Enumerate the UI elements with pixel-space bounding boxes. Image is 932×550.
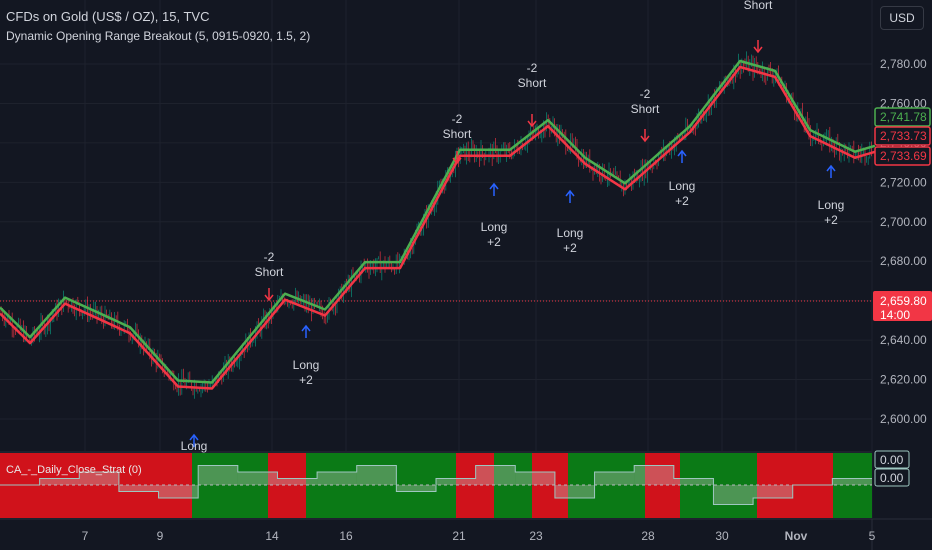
y-tick-label: 2,720.00 xyxy=(880,175,927,189)
histogram-step xyxy=(237,472,278,485)
series-price-label: 2,741.78 xyxy=(874,107,931,127)
histogram-step xyxy=(118,485,159,492)
series-price-value: 2,733.69 xyxy=(880,149,927,163)
upper-band-line xyxy=(0,59,876,384)
long-arrowhead xyxy=(489,182,499,190)
short-signal-label: -2 Short xyxy=(517,61,547,90)
histogram-step xyxy=(158,485,199,498)
long-signal-label: Long +2 xyxy=(556,226,584,255)
histogram-step xyxy=(436,478,476,485)
subpanel-value-box xyxy=(874,468,910,487)
series-price-label: 2,733.73 xyxy=(874,126,931,146)
price-axis[interactable]: 2,600.002,620.002,640.002,660.002,680.00… xyxy=(873,57,932,487)
x-tick-label: 23 xyxy=(529,529,543,543)
x-tick-label: 16 xyxy=(339,529,353,543)
long-arrowhead xyxy=(677,149,687,157)
long-signal-label: Long xyxy=(180,439,208,453)
short-arrowhead xyxy=(640,135,650,143)
subpanel-block xyxy=(532,453,568,518)
x-tick-label: 28 xyxy=(641,529,655,543)
series-price-box xyxy=(874,107,931,127)
short-arrowhead xyxy=(527,120,537,128)
time-axis[interactable]: 7 9 14 16 21 23 28 30 Nov 5 xyxy=(82,529,876,543)
long-arrowhead xyxy=(826,164,836,172)
series-price-box xyxy=(874,146,931,166)
current-price-box xyxy=(873,291,932,322)
series-price-value: 2,733.73 xyxy=(880,129,927,143)
histogram-step xyxy=(515,472,555,485)
short-signal-label: -2 Short xyxy=(254,250,284,279)
subpanel-value-label: 0.00 xyxy=(874,450,910,469)
x-tick-label: 7 xyxy=(82,529,89,543)
y-tick-label: 2,620.00 xyxy=(880,373,927,387)
y-tick-label: 2,700.00 xyxy=(880,215,927,229)
histogram-step xyxy=(753,485,793,498)
histogram-step xyxy=(475,465,516,485)
histogram-step xyxy=(317,472,357,485)
long-signal-label: Long +2 xyxy=(668,179,696,208)
y-tick-label: 2,640.00 xyxy=(880,333,927,347)
histogram-step xyxy=(634,465,674,485)
long-signal-label: Long +2 xyxy=(817,198,845,227)
short-arrowhead xyxy=(264,294,274,302)
histogram-step xyxy=(39,478,80,485)
y-tick-label: 2,780.00 xyxy=(880,57,927,71)
current-price-value: 2,659.80 xyxy=(880,294,927,308)
y-tick-label: 2,680.00 xyxy=(880,254,927,268)
short-arrowhead xyxy=(452,157,462,165)
histogram-step xyxy=(554,485,595,498)
histogram-step xyxy=(79,472,119,485)
subpanel-value-text: 0.00 xyxy=(880,453,904,467)
subpanel-value-text: 0.00 xyxy=(880,471,904,485)
long-signal-label: Long +2 xyxy=(480,220,508,249)
series-price-value: 2,741.78 xyxy=(880,110,927,124)
histogram-step xyxy=(594,472,635,485)
x-tick-label: 30 xyxy=(715,529,729,543)
histogram-step xyxy=(396,485,436,492)
long-arrowhead xyxy=(189,433,199,441)
symbol-title: CFDs on Gold (US$ / OZ), 15, TVC xyxy=(6,9,210,24)
short-arrowhead xyxy=(753,46,763,54)
currency-button[interactable]: USD xyxy=(880,6,924,30)
range-breakout-bands xyxy=(0,59,876,390)
x-tick-label: Nov xyxy=(785,529,808,543)
long-arrowhead xyxy=(301,324,311,332)
subpanel-title: CA_-_Daily_Close_Strat (0) xyxy=(6,464,142,476)
subpanel-block xyxy=(268,453,306,518)
x-tick-label: 9 xyxy=(157,529,164,543)
lower-band-line xyxy=(0,65,876,390)
short-signal-label: -2 Short xyxy=(630,87,660,116)
long-signal-label: Long +2 xyxy=(292,358,320,387)
signal-markers xyxy=(189,40,836,447)
x-tick-label: 5 xyxy=(869,529,876,543)
histogram-outline xyxy=(0,465,872,505)
histogram-step xyxy=(277,478,318,485)
short-signal-label: Short xyxy=(743,0,773,12)
oscillator-panel xyxy=(0,453,872,518)
subpanel-value-label: 0.00 xyxy=(874,468,910,487)
short-signal-label: -2 Short xyxy=(442,112,472,141)
x-tick-label: 21 xyxy=(452,529,466,543)
x-tick-label: 14 xyxy=(265,529,279,543)
histogram-step xyxy=(356,465,397,485)
series-price-box xyxy=(874,126,931,146)
y-tick-label: 2,760.00 xyxy=(880,96,927,110)
long-arrowhead xyxy=(565,189,575,197)
y-tick-label: 2,600.00 xyxy=(880,412,927,426)
subpanel-value-box xyxy=(874,450,910,469)
current-price-time: 14:00 xyxy=(880,308,910,322)
histogram-step xyxy=(713,485,754,505)
series-price-label: 2,733.69 xyxy=(874,146,931,166)
indicator-title: Dynamic Opening Range Breakout (5, 0915-… xyxy=(6,29,311,43)
histogram-step xyxy=(832,478,872,485)
histogram-step xyxy=(198,465,238,485)
histogram-step xyxy=(673,478,714,485)
